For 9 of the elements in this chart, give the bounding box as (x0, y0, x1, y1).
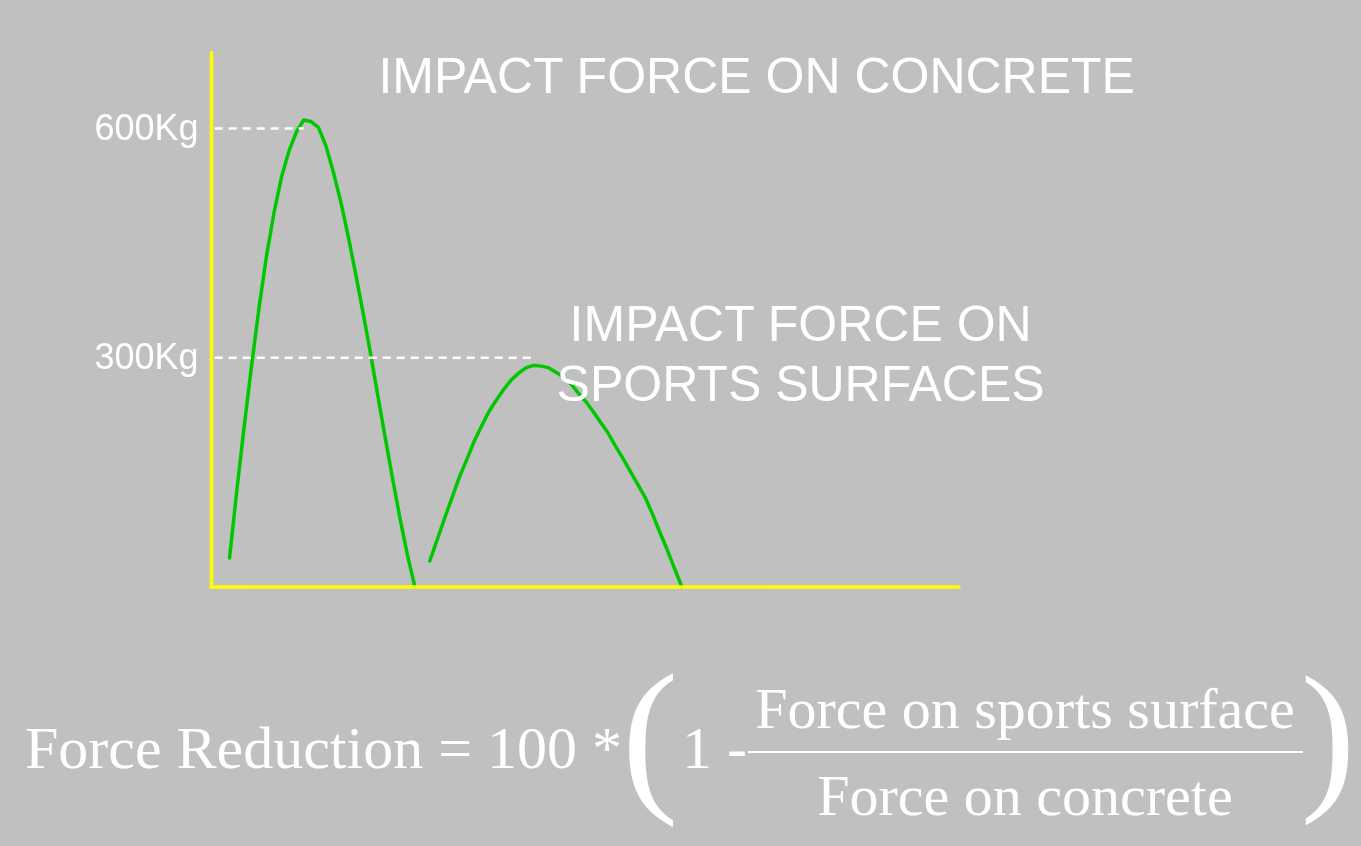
text: ( (621, 640, 679, 828)
text: Force Reduction = 100 * (24, 715, 622, 781)
series-label: IMPACT FORCE ON CONCRETE (378, 48, 1135, 105)
y-tick-label: 300Kg (94, 336, 199, 378)
text: Force on sports surface (755, 676, 1295, 741)
text: 1 - (682, 715, 747, 781)
y-tick-label: 600Kg (94, 106, 199, 148)
text: ) (1300, 643, 1356, 826)
text: Force on concrete (817, 763, 1233, 828)
